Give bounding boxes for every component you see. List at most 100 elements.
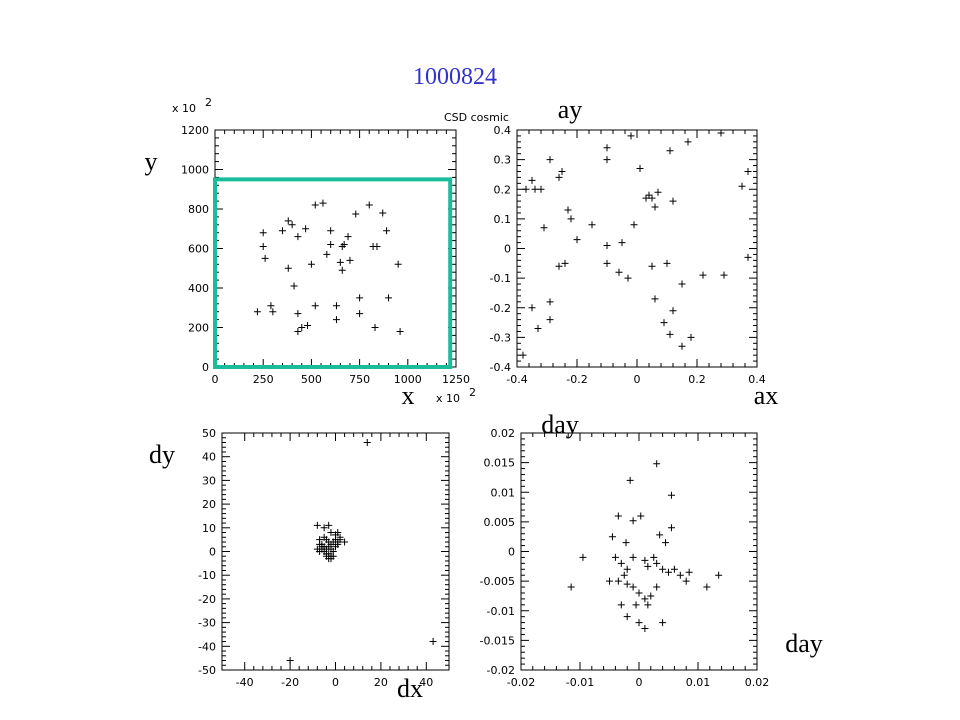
data-point-dxday <box>567 583 575 591</box>
data-point-axay <box>744 167 752 175</box>
data-point-dxday <box>653 460 661 468</box>
data-point-axay <box>636 165 644 173</box>
x-tick-label-dxday: -0.02 <box>507 676 535 689</box>
data-point-xy <box>379 209 387 217</box>
y-tick-label-axay: 0.1 <box>494 213 512 226</box>
data-point-axay <box>717 129 725 137</box>
y-tick-label-axay: -0.4 <box>490 361 511 374</box>
data-point-dxday <box>641 595 649 603</box>
plot-frame-dxday <box>520 432 758 671</box>
y-tick-label-dxdy: 30 <box>202 474 216 487</box>
data-point-xy <box>327 227 335 235</box>
y-tick-label-dxdy: -30 <box>198 617 216 630</box>
y-tick-label-dxday: 0.015 <box>484 457 516 470</box>
data-point-xy <box>346 256 354 264</box>
y-tick-label-axay: -0.1 <box>490 272 511 285</box>
page-title: 1000824 <box>413 64 497 90</box>
y-tick-label-dxdy: 50 <box>202 427 216 440</box>
data-point-xy <box>269 308 277 316</box>
y-exponent-label: x 10 <box>172 102 196 115</box>
data-point-axay <box>669 307 677 315</box>
y-tick-label-dxdy: -50 <box>198 664 216 677</box>
y-tick-label-xy: 1000 <box>181 164 209 177</box>
data-point-dxdy <box>327 529 335 537</box>
data-point-dxday <box>623 613 631 621</box>
data-point-dxday <box>653 559 661 567</box>
x-tick-label-xy: 250 <box>253 373 274 386</box>
data-point-dxday <box>682 577 690 585</box>
data-point-axay <box>738 182 746 190</box>
data-point-axay <box>528 176 536 184</box>
data-point-axay <box>555 262 563 270</box>
data-point-xy <box>284 264 292 272</box>
data-point-axay <box>561 259 569 267</box>
data-point-dxdy <box>325 521 333 529</box>
y-tick-label-dxday: -0.005 <box>480 575 515 588</box>
data-point-axay <box>630 221 638 229</box>
y-tick-label-dxday: 0.005 <box>484 516 516 529</box>
y-tick-label-axay: 0 <box>504 243 511 256</box>
data-point-dxday <box>670 565 678 573</box>
x-axis-label-axay: ax <box>754 381 779 410</box>
data-point-axay <box>546 156 554 164</box>
x-tick-label-axay: 0.2 <box>688 373 706 386</box>
data-point-dxdy <box>334 540 342 548</box>
data-point-axay <box>540 224 548 232</box>
x-tick-label-dxdy: -40 <box>236 676 254 689</box>
data-point-dxdy <box>286 657 294 665</box>
data-point-axay <box>546 316 554 324</box>
y-axis-label-dxday: day <box>785 629 823 658</box>
data-point-axay <box>687 333 695 341</box>
y-tick-label-axay: 0.2 <box>494 183 512 196</box>
y-tick-label-dxday: 0.02 <box>491 427 516 440</box>
data-point-xy <box>311 201 319 209</box>
data-point-dxdy <box>322 552 330 560</box>
data-point-axay <box>534 324 542 332</box>
data-point-dxday <box>635 619 643 627</box>
data-point-xy <box>356 310 364 318</box>
data-point-axay <box>537 185 545 193</box>
data-point-dxday <box>617 601 625 609</box>
data-point-dxdy <box>318 545 326 553</box>
x-exponent-label: x 10 <box>436 392 460 405</box>
data-point-xy <box>332 302 340 310</box>
data-point-axay <box>567 215 575 223</box>
data-point-xy <box>284 217 292 225</box>
data-point-dxday <box>637 512 645 520</box>
data-point-axay <box>555 173 563 181</box>
data-point-xy <box>259 243 267 251</box>
data-point-xy <box>365 201 373 209</box>
data-point-dxday <box>629 517 637 525</box>
data-point-axay <box>648 194 656 202</box>
data-point-dxday <box>641 625 649 633</box>
x-tick-label-xy: 1250 <box>442 373 470 386</box>
data-point-xy <box>338 243 346 251</box>
y-tick-label-dxdy: -20 <box>198 593 216 606</box>
data-point-axay <box>669 197 677 205</box>
x-tick-label-axay: 0.4 <box>748 373 766 386</box>
data-point-dxdy <box>316 540 324 548</box>
y-axis-label-axay: ay <box>558 95 583 124</box>
data-point-axay <box>663 259 671 267</box>
data-point-xy <box>344 233 352 241</box>
x-tick-label-dxday: -0.01 <box>566 676 594 689</box>
data-point-axay <box>744 253 752 261</box>
data-point-xy <box>307 260 315 268</box>
data-point-dxday <box>635 589 643 597</box>
data-point-xy <box>294 310 302 318</box>
data-point-dxday <box>685 568 693 576</box>
data-point-dxdy <box>363 438 371 446</box>
data-point-xy <box>290 282 298 290</box>
x-tick-label-dxdy: 0 <box>332 676 339 689</box>
data-point-axay <box>573 236 581 244</box>
data-point-xy <box>394 260 402 268</box>
data-point-axay <box>588 221 596 229</box>
x-tick-label-xy: 1000 <box>394 373 422 386</box>
x-tick-label-xy: 0 <box>212 373 219 386</box>
y-tick-label-dxday: -0.01 <box>487 605 515 618</box>
data-point-dxday <box>644 601 652 609</box>
data-point-dxdy <box>336 536 344 544</box>
x-axis-label-xy: x <box>402 381 415 410</box>
y-tick-label-axay: 0.3 <box>494 154 512 167</box>
data-point-xy <box>323 250 331 258</box>
